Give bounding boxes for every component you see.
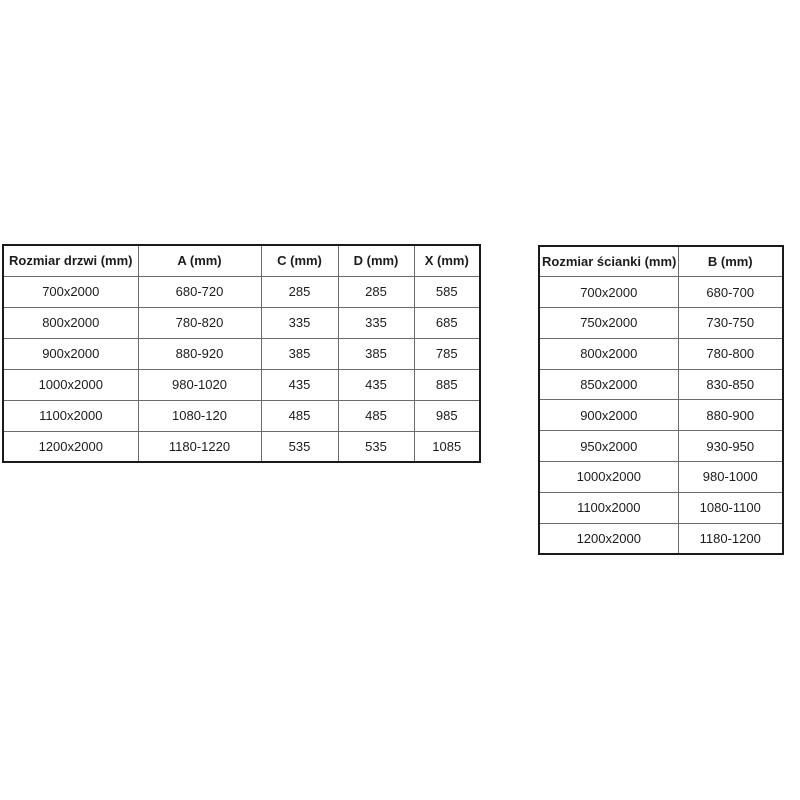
table-row: 950x2000 930-950	[538, 430, 784, 463]
column-header: Rozmiar drzwi (mm)	[2, 244, 139, 277]
table-row: 750x2000 730-750	[538, 307, 784, 339]
table-cell: 485	[260, 399, 339, 432]
table-cell: 335	[337, 306, 415, 339]
header-row: Rozmiar ścianki (mm) B (mm)	[538, 245, 784, 278]
table-cell: 1000x2000	[538, 461, 679, 493]
table-row: 1200x2000 1180-1220 535 535 1085	[2, 430, 481, 463]
table-cell: 1000x2000	[2, 368, 139, 401]
table-cell: 535	[337, 430, 415, 463]
table-cell: 980-1020	[137, 368, 262, 401]
table-row: 800x2000 780-800	[538, 337, 784, 370]
table-row: 700x2000 680-720 285 285 585	[2, 275, 481, 308]
table-cell: 385	[337, 337, 415, 370]
table-cell: 900x2000	[2, 337, 139, 370]
table-cell: 700x2000	[2, 275, 139, 308]
table-cell: 435	[337, 368, 415, 401]
table-row: 1000x2000 980-1000	[538, 461, 784, 493]
table-cell: 335	[260, 306, 339, 339]
table-cell: 535	[260, 430, 339, 463]
table-cell: 780-820	[137, 306, 262, 339]
column-header: A (mm)	[137, 244, 262, 277]
table-cell: 285	[337, 275, 415, 308]
table-cell: 1080-1100	[677, 491, 784, 524]
table-cell: 700x2000	[538, 276, 679, 309]
table-cell: 435	[260, 368, 339, 401]
table-cell: 800x2000	[538, 337, 679, 370]
table-row: 1100x2000 1080-120 485 485 985	[2, 399, 481, 432]
table-row: 1000x2000 980-1020 435 435 885	[2, 368, 481, 401]
table-row: 900x2000 880-900	[538, 399, 784, 432]
table-cell: 980-1000	[677, 461, 784, 493]
table-cell: 750x2000	[538, 307, 679, 339]
table-row: 800x2000 780-820 335 335 685	[2, 306, 481, 339]
table-cell: 985	[413, 399, 481, 432]
table-cell: 785	[413, 337, 481, 370]
table-row: 1100x2000 1080-1100	[538, 491, 784, 524]
table-cell: 800x2000	[2, 306, 139, 339]
table-cell: 1100x2000	[2, 399, 139, 432]
table-row: 700x2000 680-700	[538, 276, 784, 309]
table-cell: 1180-1200	[677, 522, 784, 555]
column-header: X (mm)	[413, 244, 481, 277]
table-cell: 850x2000	[538, 368, 679, 401]
table-row: 850x2000 830-850	[538, 368, 784, 401]
column-header: C (mm)	[260, 244, 339, 277]
table-cell: 1200x2000	[538, 522, 679, 555]
wall-size-table: Rozmiar ścianki (mm) B (mm) 700x2000 680-70…	[538, 245, 784, 555]
table-cell: 285	[260, 275, 339, 308]
table-cell: 900x2000	[538, 399, 679, 432]
table-cell: 780-800	[677, 337, 784, 370]
table-cell: 680-700	[677, 276, 784, 309]
table-cell: 880-900	[677, 399, 784, 432]
header-row: Rozmiar drzwi (mm) A (mm) C (mm) D (mm) X (m…	[2, 244, 481, 277]
table-cell: 685	[413, 306, 481, 339]
table-cell: 930-950	[677, 430, 784, 463]
table-cell: 585	[413, 275, 481, 308]
table-cell: 830-850	[677, 368, 784, 401]
table-cell: 1180-1220	[137, 430, 262, 463]
table-cell: 1085	[413, 430, 481, 463]
table-cell: 1080-120	[137, 399, 262, 432]
column-header: B (mm)	[677, 245, 784, 278]
door-size-table: Rozmiar drzwi (mm) A (mm) C (mm) D (mm) X (m…	[2, 244, 481, 463]
table-cell: 385	[260, 337, 339, 370]
table-row: 1200x2000 1180-1200	[538, 522, 784, 555]
table-cell: 680-720	[137, 275, 262, 308]
column-header: Rozmiar ścianki (mm)	[538, 245, 679, 278]
table-cell: 950x2000	[538, 430, 679, 463]
table-cell: 730-750	[677, 307, 784, 339]
table-cell: 485	[337, 399, 415, 432]
table-cell: 1200x2000	[2, 430, 139, 463]
table-row: 900x2000 880-920 385 385 785	[2, 337, 481, 370]
column-header: D (mm)	[337, 244, 415, 277]
table-cell: 880-920	[137, 337, 262, 370]
table-cell: 885	[413, 368, 481, 401]
table-cell: 1100x2000	[538, 491, 679, 524]
